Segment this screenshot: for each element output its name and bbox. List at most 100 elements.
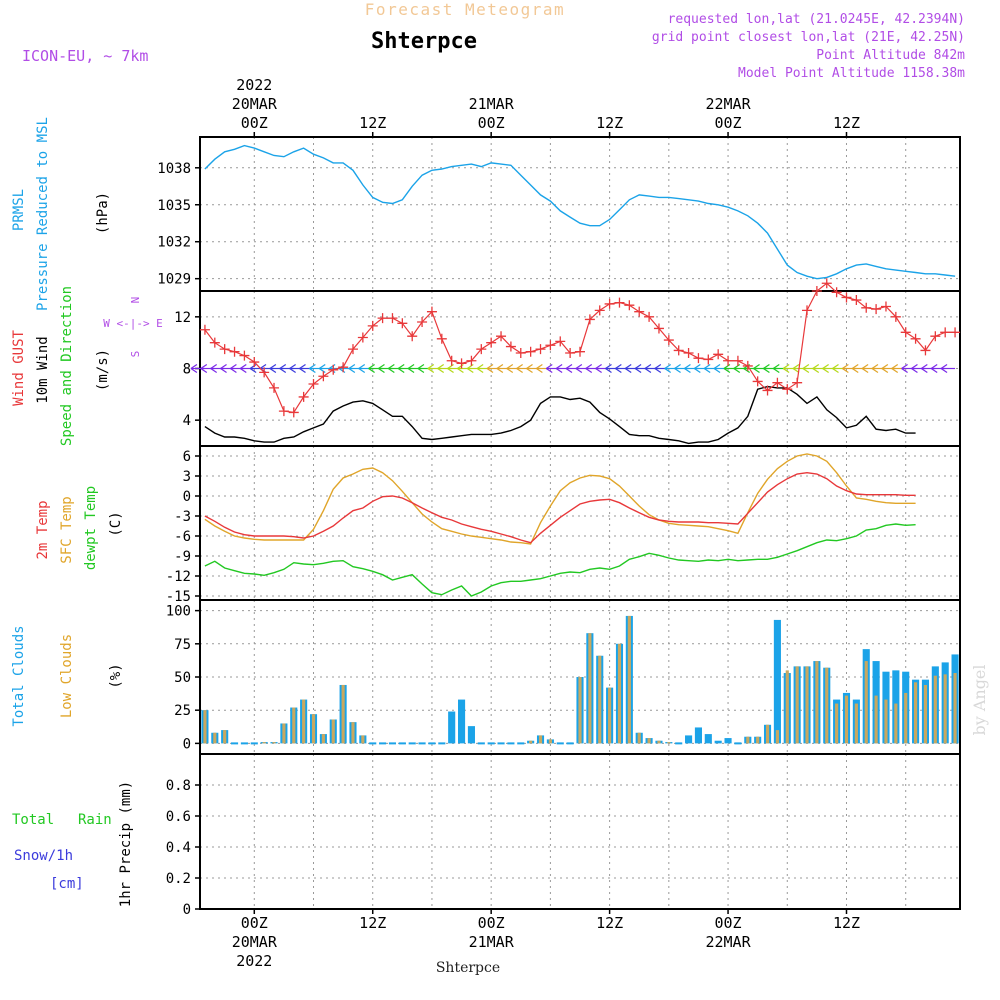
gust-marker bbox=[683, 348, 694, 358]
gust-marker bbox=[525, 346, 536, 357]
wind-arrow-head bbox=[871, 368, 879, 373]
wind-arrow-head bbox=[851, 368, 859, 373]
total-cloud-bar bbox=[704, 734, 712, 744]
wind-arrow-head bbox=[842, 368, 849, 373]
ytick-label: -12 bbox=[166, 569, 191, 585]
wind-arrow-head bbox=[466, 364, 474, 369]
wind-arrow-head bbox=[358, 364, 366, 369]
compass-we: W <-|-> E bbox=[103, 317, 163, 330]
low-cloud-bar bbox=[756, 736, 760, 744]
low-cloud-bar bbox=[815, 661, 819, 744]
low-cloud-bar bbox=[647, 738, 651, 744]
gust-marker bbox=[703, 354, 714, 365]
pressure-label-msl: Pressure Reduced to MSL bbox=[35, 117, 51, 311]
low-cloud-bar bbox=[272, 742, 276, 744]
wind-arrow-head bbox=[585, 364, 593, 369]
wind-arrow-head bbox=[753, 364, 760, 369]
ytick-label: 0 bbox=[183, 489, 191, 505]
temp-label-dewpt: dewpt Temp bbox=[83, 486, 99, 570]
low-cloud-bar bbox=[223, 730, 227, 744]
gust-marker bbox=[209, 337, 220, 348]
wind-arrow-head bbox=[940, 364, 948, 369]
precip-label-total: Total bbox=[12, 812, 54, 828]
wind-arrow-head bbox=[230, 368, 237, 373]
gust-marker bbox=[446, 355, 457, 366]
wind-arrow-head bbox=[624, 368, 632, 373]
gust-marker bbox=[614, 297, 625, 308]
gust-marker bbox=[604, 298, 615, 309]
wind-arrow-head bbox=[644, 364, 652, 369]
gust-marker bbox=[486, 337, 497, 348]
wind-arrow-head bbox=[407, 364, 415, 369]
low-cloud-bar bbox=[548, 739, 552, 744]
total-cloud-bar bbox=[467, 726, 475, 744]
gust-marker bbox=[673, 345, 684, 356]
time-label-bottom: 00Z bbox=[241, 914, 268, 932]
wind-arrow-head bbox=[249, 368, 257, 373]
ytick-label: 1032 bbox=[157, 235, 191, 251]
wind-arrow-head bbox=[427, 364, 435, 369]
time-label-top: 00Z bbox=[715, 114, 742, 132]
footer-station: Shterpce bbox=[436, 960, 500, 976]
total-cloud-bar bbox=[694, 727, 702, 744]
wind-arrow-head bbox=[348, 368, 356, 373]
wind-arrow-head bbox=[861, 364, 869, 369]
wind-arrow-head bbox=[318, 368, 326, 373]
cloud-unit: (%) bbox=[108, 663, 124, 688]
wind-arrow-head bbox=[269, 368, 277, 373]
low-cloud-bar bbox=[302, 699, 306, 744]
gust-marker bbox=[377, 313, 388, 324]
gridpoint-coords: grid point closest lon,lat (21E, 42.25N) bbox=[652, 30, 965, 45]
wind-arrow-head bbox=[585, 368, 593, 373]
wind-arrow-head bbox=[684, 364, 691, 369]
gust-marker bbox=[555, 336, 566, 347]
gust-marker bbox=[723, 355, 734, 366]
time-label-top: 12Z bbox=[833, 114, 860, 132]
point-altitude: Point Altitude 842m bbox=[816, 48, 965, 63]
low-cloud-bar bbox=[844, 695, 849, 744]
wind-arrow-head bbox=[861, 368, 869, 373]
gust-marker bbox=[308, 379, 319, 389]
low-cloud-bar bbox=[588, 633, 592, 744]
wind-arrow-head bbox=[496, 368, 504, 373]
low-cloud-bar bbox=[795, 666, 799, 744]
wind-unit: (m/s) bbox=[95, 349, 111, 391]
low-cloud-bar bbox=[617, 643, 622, 744]
low-cloud-bar bbox=[311, 714, 316, 744]
time-label-top: 22MAR bbox=[705, 95, 751, 113]
wind-arrow-head bbox=[664, 364, 672, 369]
wind-arrow-head bbox=[476, 368, 484, 373]
gust-marker bbox=[772, 377, 783, 388]
wind-arrow-head bbox=[575, 368, 583, 373]
wind-arrow-head bbox=[881, 364, 889, 369]
gust-marker bbox=[930, 331, 941, 342]
precip-unit: 1hr Precip (mm) bbox=[118, 781, 134, 907]
low-cloud-bar bbox=[923, 684, 928, 744]
pressure-ylabels: PRMSL Pressure Reduced to MSL (hPa) bbox=[11, 117, 111, 311]
temp-ylabels: 2m Temp SFC Temp dewpt Temp (C) bbox=[35, 486, 124, 570]
wind-arrow-head bbox=[634, 368, 642, 373]
total-cloud-bar bbox=[448, 711, 456, 744]
gust-marker bbox=[920, 345, 931, 356]
wind-arrow-head bbox=[832, 368, 839, 373]
gust-marker bbox=[653, 323, 664, 334]
gust-marker bbox=[318, 371, 329, 382]
wind-arrow-head bbox=[615, 368, 622, 373]
gust-marker bbox=[239, 350, 250, 361]
wind-arrow-head bbox=[802, 364, 810, 369]
time-label-bottom: 12Z bbox=[596, 914, 623, 932]
wind-arrow-head bbox=[338, 368, 346, 373]
wind-arrow-head bbox=[476, 364, 484, 369]
time-label-bottom: 00Z bbox=[478, 914, 505, 932]
time-label-bottom: 20MAR bbox=[232, 933, 278, 951]
ytick-label: -15 bbox=[166, 589, 191, 605]
model-label: ICON-EU, ~ 7km bbox=[22, 47, 148, 65]
ytick-label: 0.6 bbox=[166, 809, 191, 825]
gust-marker bbox=[792, 377, 803, 388]
ytick-label: -6 bbox=[174, 529, 191, 545]
ytick-label: -3 bbox=[174, 509, 191, 525]
gust-marker bbox=[762, 385, 773, 396]
wind-arrow-head bbox=[447, 368, 454, 373]
gust-marker bbox=[219, 344, 230, 355]
